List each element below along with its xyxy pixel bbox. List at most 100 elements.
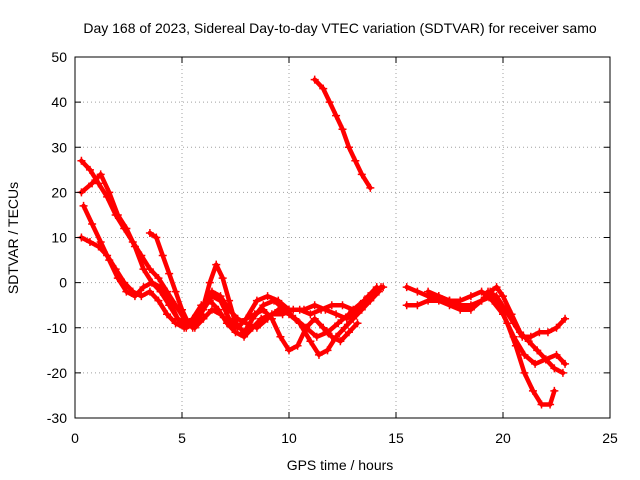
series-line: [485, 289, 568, 340]
data-point: [338, 301, 347, 310]
data-point: [306, 310, 315, 319]
data-point: [518, 332, 527, 341]
data-point: [242, 314, 251, 323]
data-point: [128, 238, 137, 247]
grid: [75, 57, 610, 418]
y-axis-label: SDTVAR / TECUs: [5, 182, 21, 294]
data-point: [509, 319, 518, 328]
data-point: [499, 310, 507, 319]
data-point: [456, 296, 465, 305]
data-point: [537, 400, 546, 409]
data-point: [477, 287, 486, 296]
data-point: [225, 305, 234, 314]
data-point: [340, 323, 349, 332]
data-point: [77, 156, 86, 165]
data-point: [96, 238, 105, 247]
data-point: [154, 296, 163, 305]
data-point: [233, 314, 242, 323]
data-point: [372, 283, 381, 292]
data-point: [466, 292, 475, 301]
data-point: [561, 359, 570, 368]
data-point: [120, 224, 129, 233]
data-point: [233, 323, 242, 332]
data-point: [289, 305, 298, 314]
data-point: [310, 75, 319, 84]
data-point: [295, 319, 304, 328]
data-point: [543, 328, 552, 337]
data-point: [180, 323, 189, 332]
data-point: [319, 84, 328, 93]
x-tick-label: 15: [388, 430, 404, 446]
data-point: [218, 274, 227, 283]
data-point: [154, 274, 163, 283]
data-point: [336, 337, 345, 346]
data-point: [302, 323, 311, 332]
data-point: [263, 292, 272, 301]
data-point: [327, 301, 336, 310]
data-point: [207, 305, 216, 314]
data-point: [488, 296, 497, 305]
data-point: [321, 305, 330, 314]
data-point: [434, 292, 443, 301]
data-point: [332, 111, 341, 120]
series-sat-j: [424, 287, 570, 368]
x-tick-label: 10: [281, 430, 297, 446]
data-point: [344, 143, 353, 152]
data-point: [270, 296, 279, 305]
x-tick-label: 5: [178, 430, 186, 446]
y-tick-label: 20: [51, 184, 67, 200]
data-point: [552, 323, 561, 332]
data-point: [374, 287, 383, 296]
data-point: [276, 332, 285, 341]
y-tick-label: -30: [47, 410, 67, 426]
data-point: [306, 337, 315, 346]
data-point: [165, 301, 174, 310]
data-point: [310, 314, 319, 323]
data-point: [338, 125, 347, 134]
data-point: [137, 292, 146, 301]
data-point: [158, 251, 167, 260]
x-axis-label: GPS time / hours: [287, 457, 394, 473]
data-point: [103, 251, 112, 260]
data-point: [466, 305, 475, 314]
data-point: [205, 296, 214, 305]
y-tick-label: -20: [47, 365, 67, 381]
data-point: [364, 292, 373, 301]
data-point: [501, 305, 510, 314]
axis-ticks: [74, 56, 611, 419]
data-point: [366, 296, 375, 305]
data-point: [342, 314, 351, 323]
data-point: [424, 296, 433, 305]
data-point: [197, 301, 206, 310]
y-tick-label: 50: [51, 49, 67, 65]
data-point: [541, 355, 550, 364]
data-point: [171, 319, 180, 328]
data-point: [216, 292, 225, 301]
data-point: [240, 332, 249, 341]
data-point: [509, 332, 518, 341]
data-point: [424, 287, 433, 296]
data-point: [351, 156, 360, 165]
data-point: [120, 278, 129, 287]
data-point: [533, 346, 542, 355]
data-point: [128, 287, 137, 296]
data-point: [477, 296, 486, 305]
series-sat-d: [77, 233, 381, 341]
data-point: [310, 301, 319, 310]
data-point: [257, 314, 266, 323]
data-point: [492, 292, 501, 301]
data-point: [456, 305, 465, 314]
data-point: [163, 310, 172, 319]
data-point: [188, 314, 197, 323]
data-point: [216, 310, 225, 319]
data-point: [561, 314, 570, 323]
data-point: [94, 179, 103, 188]
data-point: [526, 332, 535, 341]
data-point: [145, 265, 154, 274]
data-point: [85, 238, 94, 247]
y-tick-label: -10: [47, 320, 67, 336]
data-point: [293, 341, 302, 350]
data-point: [152, 233, 161, 242]
data-series: [77, 75, 570, 409]
